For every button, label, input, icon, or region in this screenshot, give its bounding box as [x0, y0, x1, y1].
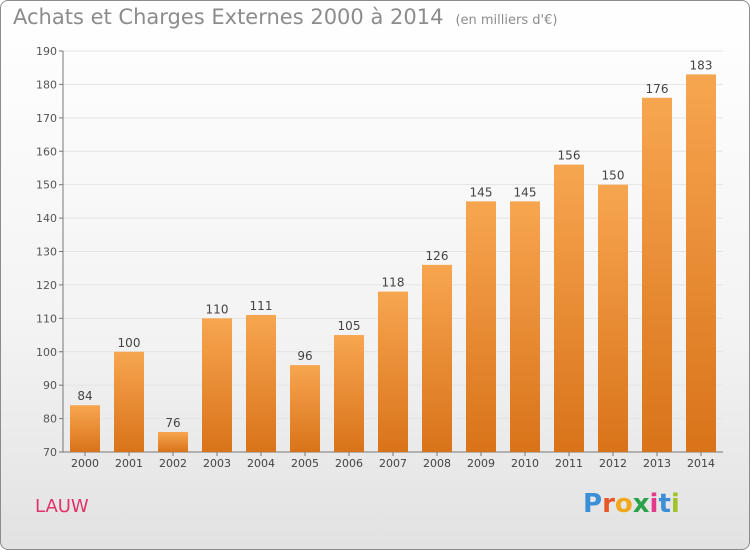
x-tick-label: 2000	[71, 457, 99, 470]
value-label: 126	[426, 249, 449, 263]
bar-2000	[70, 405, 100, 452]
x-tick-label: 2004	[247, 457, 275, 470]
bar-2003	[202, 318, 232, 452]
logo-letter: r	[602, 489, 615, 519]
x-tick-label: 2006	[335, 457, 363, 470]
value-label: 145	[514, 185, 537, 199]
logo-letter: i	[649, 489, 659, 519]
y-tick-label: 160	[36, 145, 57, 158]
x-tick-label: 2010	[511, 457, 539, 470]
bars	[70, 74, 716, 453]
logo-letter: o	[614, 489, 633, 519]
bar-2014	[686, 74, 716, 453]
bar-2004	[246, 314, 276, 452]
y-tick-label: 70	[43, 446, 57, 459]
y-tick-label: 130	[36, 246, 57, 259]
chart-title: Achats et Charges Externes 2000 à 2014	[13, 5, 444, 29]
value-label: 76	[165, 416, 180, 430]
x-tick-label: 2008	[423, 457, 451, 470]
bar-2001	[114, 351, 144, 452]
x-tick-label: 2011	[555, 457, 583, 470]
commune-name: LAUW	[35, 496, 89, 517]
value-label: 176	[646, 82, 669, 96]
y-tick-label: 140	[36, 212, 57, 225]
bar-2012	[598, 184, 628, 452]
x-tick-label: 2014	[687, 457, 715, 470]
y-tick-label: 190	[36, 45, 57, 58]
bar-2007	[378, 291, 408, 452]
bar-2013	[642, 97, 672, 453]
bar-2011	[554, 164, 584, 452]
y-tick-label: 80	[43, 413, 57, 426]
x-tick-label: 2012	[599, 457, 627, 470]
y-tick-label: 90	[43, 379, 57, 392]
logo-letter: P	[583, 489, 603, 519]
y-tick-label: 110	[36, 312, 57, 325]
value-label: 156	[558, 149, 581, 163]
value-label: 145	[470, 185, 493, 199]
value-label: 111	[250, 299, 273, 313]
value-label: 96	[297, 349, 312, 363]
logo-letter: t	[658, 489, 671, 519]
x-tick-label: 2007	[379, 457, 407, 470]
proxiti-logo: Proxiti	[583, 489, 680, 519]
x-tick-label: 2001	[115, 457, 143, 470]
x-tick-label: 2003	[203, 457, 231, 470]
bar-2008	[422, 264, 452, 452]
value-label: 118	[382, 276, 405, 290]
value-label: 100	[118, 336, 141, 350]
x-tick-label: 2002	[159, 457, 187, 470]
logo-letter: x	[632, 489, 650, 519]
bar-2010	[510, 201, 540, 452]
bar-2002	[158, 431, 188, 452]
logo-letter: i	[670, 489, 680, 519]
bar-2009	[466, 201, 496, 452]
value-label: 150	[602, 169, 625, 183]
value-label: 84	[77, 389, 92, 403]
x-tick-label: 2005	[291, 457, 319, 470]
y-tick-label: 170	[36, 112, 57, 125]
bar-2006	[334, 335, 364, 452]
value-label: 110	[206, 302, 229, 316]
y-tick-label: 180	[36, 78, 57, 91]
chart-subtitle: (en milliers d'€)	[455, 13, 558, 28]
y-tick-label: 120	[36, 279, 57, 292]
x-tick-label: 2013	[643, 457, 671, 470]
x-tick-label: 2009	[467, 457, 495, 470]
y-tick-label: 150	[36, 179, 57, 192]
chart-title-block: Achats et Charges Externes 2000 à 2014 (e…	[13, 5, 557, 29]
value-label: 105	[338, 319, 361, 333]
y-tick-label: 100	[36, 346, 57, 359]
bar-2005	[290, 365, 320, 452]
value-label: 183	[690, 58, 713, 72]
labels: 70 80 90 100 110 120 130 140 150 160 170 180 190 84 20…	[36, 45, 715, 470]
